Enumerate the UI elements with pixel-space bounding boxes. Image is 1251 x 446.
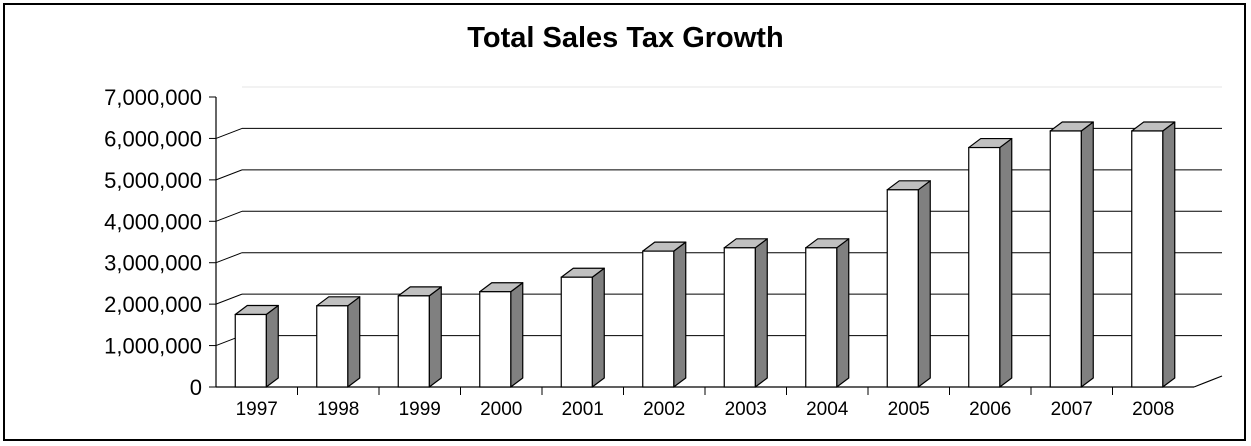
x-axis-depth (1193, 375, 1223, 388)
y-tick-label: 0 (190, 375, 202, 400)
bar-side (917, 180, 931, 388)
y-tick-label: 5,000,000 (104, 168, 202, 193)
x-tick-label: 2008 (1132, 399, 1174, 420)
y-tick-label: 1,000,000 (104, 334, 202, 359)
bar (886, 189, 919, 388)
x-tick-label: 2001 (562, 399, 604, 420)
x-tick-label: 2007 (1051, 399, 1093, 420)
x-tick-label: 2003 (725, 399, 767, 420)
x-tick-label: 1997 (236, 399, 278, 420)
y-tick-label: 2,000,000 (104, 292, 202, 317)
bar (397, 295, 430, 388)
gridline-diag (215, 210, 243, 222)
bar (1049, 130, 1082, 388)
bar-side (591, 267, 605, 388)
bar-side (265, 304, 279, 388)
x-tick-label: 1999 (399, 399, 441, 420)
bar-side (999, 137, 1013, 388)
bar-side (428, 286, 442, 388)
gridline-diag (215, 252, 243, 264)
bar-side (510, 282, 524, 388)
x-tick-label: 2004 (806, 399, 849, 420)
chart-frame (3, 3, 1246, 441)
bar (968, 146, 1001, 388)
bar-side (754, 238, 768, 388)
bar-layer (234, 121, 1176, 388)
bar (723, 247, 756, 388)
axis-layer (209, 96, 1223, 395)
gridline-diag (215, 127, 243, 139)
bar (560, 276, 593, 388)
y-tick-labels: 0 1,000,000 2,000,000 3,000,000 4,000,000 5,0… (104, 85, 202, 400)
gridline-diag (215, 293, 243, 305)
y-tick-label: 7,000,000 (104, 85, 202, 110)
bar (316, 305, 349, 388)
bar-side (1080, 121, 1094, 388)
x-tick-label: 1998 (317, 399, 359, 420)
bar-side (673, 241, 687, 388)
bar-side (1162, 121, 1176, 388)
gridline-diag (215, 169, 243, 181)
x-tick-label: 2002 (643, 399, 685, 420)
y-tick-label: 4,000,000 (104, 209, 202, 234)
bar-side (836, 238, 850, 388)
x-tick-label: 2000 (480, 399, 522, 420)
x-tick-label: 2006 (969, 399, 1011, 420)
bar (642, 250, 675, 388)
bar-side (347, 296, 361, 388)
bar (479, 291, 512, 388)
x-tick-label: 2005 (888, 399, 930, 420)
y-tick-label: 6,000,000 (104, 126, 202, 151)
bar (234, 313, 267, 388)
x-tick-labels: 1997 1998 1999 2000 2001 2002 2003 2004 2005 2006… (236, 399, 1175, 420)
chart-title: Total Sales Tax Growth (467, 22, 784, 54)
bar (1131, 130, 1164, 388)
bar (805, 247, 838, 388)
y-tick-label: 3,000,000 (104, 251, 202, 276)
